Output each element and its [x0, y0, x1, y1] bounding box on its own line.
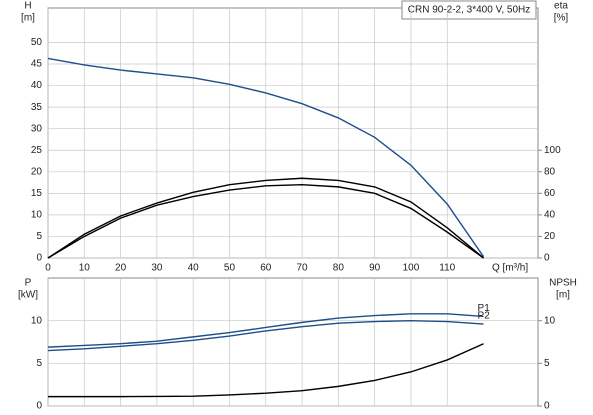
- curve: [47, 319, 484, 352]
- y-tick-label: 10: [31, 210, 43, 221]
- curve: [47, 313, 484, 348]
- curve: [48, 343, 484, 398]
- curve: [47, 177, 485, 259]
- y-axis-unit: [m]: [21, 13, 35, 24]
- y-tick-label: 30: [31, 123, 43, 134]
- x-tick-label: 70: [297, 263, 309, 274]
- curve-label: P2: [478, 311, 491, 322]
- y-axis-label: H: [24, 1, 31, 12]
- y2-axis-label: eta: [554, 1, 568, 12]
- x-tick-label: 80: [333, 263, 345, 274]
- y2-tick-label: 80: [544, 166, 556, 177]
- y-axis-label: P: [25, 278, 32, 289]
- legend-box: [401, 0, 537, 20]
- y-tick-label: 5: [36, 231, 42, 242]
- x-tick-label: 20: [115, 263, 127, 274]
- y2-tick-label: 40: [544, 210, 556, 221]
- legend-title: CRN 90-2-2, 3*400 V, 50Hz: [408, 5, 530, 16]
- x-tick-label: 40: [188, 263, 200, 274]
- y-tick-label: 35: [31, 102, 43, 113]
- y-tick-label: 0: [36, 253, 42, 264]
- y-tick-label: 50: [31, 37, 43, 48]
- y2-tick-label: 0: [544, 401, 550, 412]
- y2-tick-label: 5: [544, 358, 550, 369]
- x-tick-label: 60: [260, 263, 272, 274]
- x-tick-label: 50: [224, 263, 236, 274]
- y2-tick-label: 60: [544, 188, 556, 199]
- y-tick-label: 40: [31, 80, 43, 91]
- y2-tick-label: 10: [544, 315, 556, 326]
- x-tick-label: 30: [151, 263, 163, 274]
- x-tick-label: 100: [403, 263, 420, 274]
- y-tick-label: 10: [31, 315, 43, 326]
- y-tick-label: 0: [36, 401, 42, 412]
- y-tick-label: 20: [31, 166, 43, 177]
- x-tick-label: 10: [79, 263, 91, 274]
- y-axis-unit: [kW]: [18, 290, 38, 301]
- y2-tick-label: 100: [544, 145, 561, 156]
- curve: [47, 184, 484, 259]
- y2-axis-label: NPSH: [549, 278, 577, 289]
- bottom-plot-frame: [47, 277, 539, 407]
- curve-label: P1: [478, 303, 491, 314]
- y2-axis-unit: [m]: [556, 290, 570, 301]
- x-axis-label: Q [m³/h]: [492, 263, 528, 274]
- x-tick-label: 0: [45, 263, 51, 274]
- x-tick-label: 90: [369, 263, 381, 274]
- y-tick-label: 45: [31, 59, 43, 70]
- curve: [47, 57, 485, 258]
- y2-axis-unit: [%]: [554, 13, 569, 24]
- y-tick-label: 15: [31, 188, 43, 199]
- top-plot-frame: [47, 7, 539, 259]
- y2-tick-label: 0: [544, 253, 550, 264]
- y-tick-label: 5: [36, 358, 42, 369]
- y-tick-label: 25: [31, 145, 43, 156]
- x-tick-label: 110: [439, 263, 455, 274]
- y2-tick-label: 20: [544, 231, 556, 242]
